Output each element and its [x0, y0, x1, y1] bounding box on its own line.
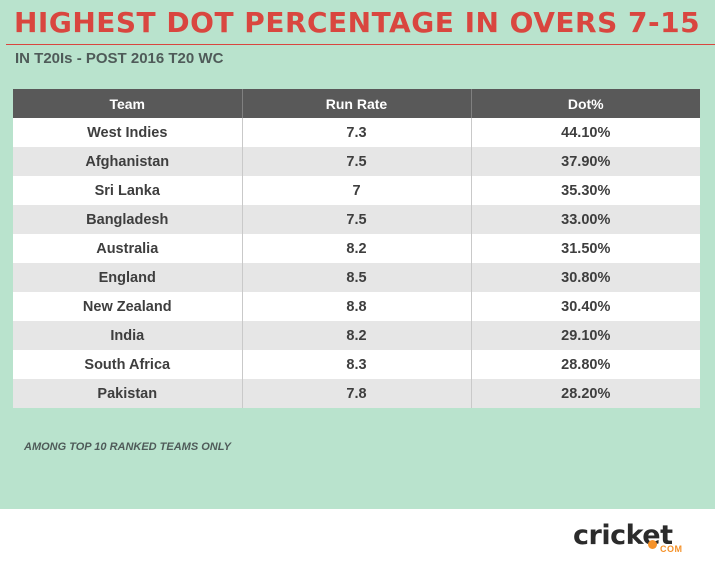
- cell-dot-percent: 28.80%: [471, 350, 700, 379]
- cell-run-rate: 8.2: [242, 234, 472, 263]
- table-header-row: Team Run Rate Dot%: [13, 89, 700, 118]
- cell-team: England: [13, 263, 243, 292]
- cell-run-rate: 8.3: [242, 350, 472, 379]
- logo-suffix: COM: [660, 544, 683, 554]
- cell-team: Pakistan: [13, 379, 243, 408]
- title-divider: [6, 44, 715, 45]
- cell-dot-percent: 33.00%: [471, 205, 700, 234]
- table-row: New Zealand 8.8 30.40%: [13, 292, 700, 321]
- cell-dot-percent: 35.30%: [471, 176, 700, 205]
- table-row: South Africa 8.3 28.80%: [13, 350, 700, 379]
- cell-dot-percent: 30.40%: [471, 292, 700, 321]
- cell-dot-percent: 29.10%: [471, 321, 700, 350]
- footnote: AMONG TOP 10 RANKED TEAMS ONLY: [24, 441, 231, 453]
- stats-table: Team Run Rate Dot% West Indies 7.3 44.10…: [13, 89, 700, 408]
- cell-run-rate: 8.8: [242, 292, 472, 321]
- cell-dot-percent: 37.90%: [471, 147, 700, 176]
- cell-run-rate: 7: [242, 176, 472, 205]
- cell-run-rate: 7.5: [242, 147, 472, 176]
- cell-dot-percent: 44.10%: [471, 118, 700, 147]
- table-row: Sri Lanka 7 35.30%: [13, 176, 700, 205]
- page-title: HIGHEST DOT PERCENTAGE IN OVERS 7-15: [14, 6, 701, 39]
- cell-team: South Africa: [13, 350, 243, 379]
- column-header-dot-percent: Dot%: [471, 89, 700, 118]
- table-row: India 8.2 29.10%: [13, 321, 700, 350]
- table-row: Afghanistan 7.5 37.90%: [13, 147, 700, 176]
- logo-wordmark: cricket: [573, 520, 673, 551]
- cell-team: New Zealand: [13, 292, 243, 321]
- logo-dot-icon: [648, 540, 657, 549]
- cell-run-rate: 7.3: [242, 118, 472, 147]
- cell-team: Australia: [13, 234, 243, 263]
- cricket-com-logo: cricket COM: [573, 520, 693, 560]
- page-subtitle: IN T20Is - POST 2016 T20 WC: [15, 50, 224, 67]
- cell-team: West Indies: [13, 118, 243, 147]
- column-header-run-rate: Run Rate: [242, 89, 472, 118]
- cell-run-rate: 7.5: [242, 205, 472, 234]
- cell-dot-percent: 28.20%: [471, 379, 700, 408]
- cell-dot-percent: 31.50%: [471, 234, 700, 263]
- table-row: Australia 8.2 31.50%: [13, 234, 700, 263]
- table-row: Pakistan 7.8 28.20%: [13, 379, 700, 408]
- cell-team: India: [13, 321, 243, 350]
- table-row: England 8.5 30.80%: [13, 263, 700, 292]
- table-row: West Indies 7.3 44.10%: [13, 118, 700, 147]
- column-header-team: Team: [13, 89, 243, 118]
- table-row: Bangladesh 7.5 33.00%: [13, 205, 700, 234]
- infographic-card: HIGHEST DOT PERCENTAGE IN OVERS 7-15 IN …: [0, 0, 715, 509]
- cell-team: Afghanistan: [13, 147, 243, 176]
- cell-dot-percent: 30.80%: [471, 263, 700, 292]
- cell-team: Sri Lanka: [13, 176, 243, 205]
- cell-run-rate: 8.5: [242, 263, 472, 292]
- cell-run-rate: 7.8: [242, 379, 472, 408]
- cell-team: Bangladesh: [13, 205, 243, 234]
- cell-run-rate: 8.2: [242, 321, 472, 350]
